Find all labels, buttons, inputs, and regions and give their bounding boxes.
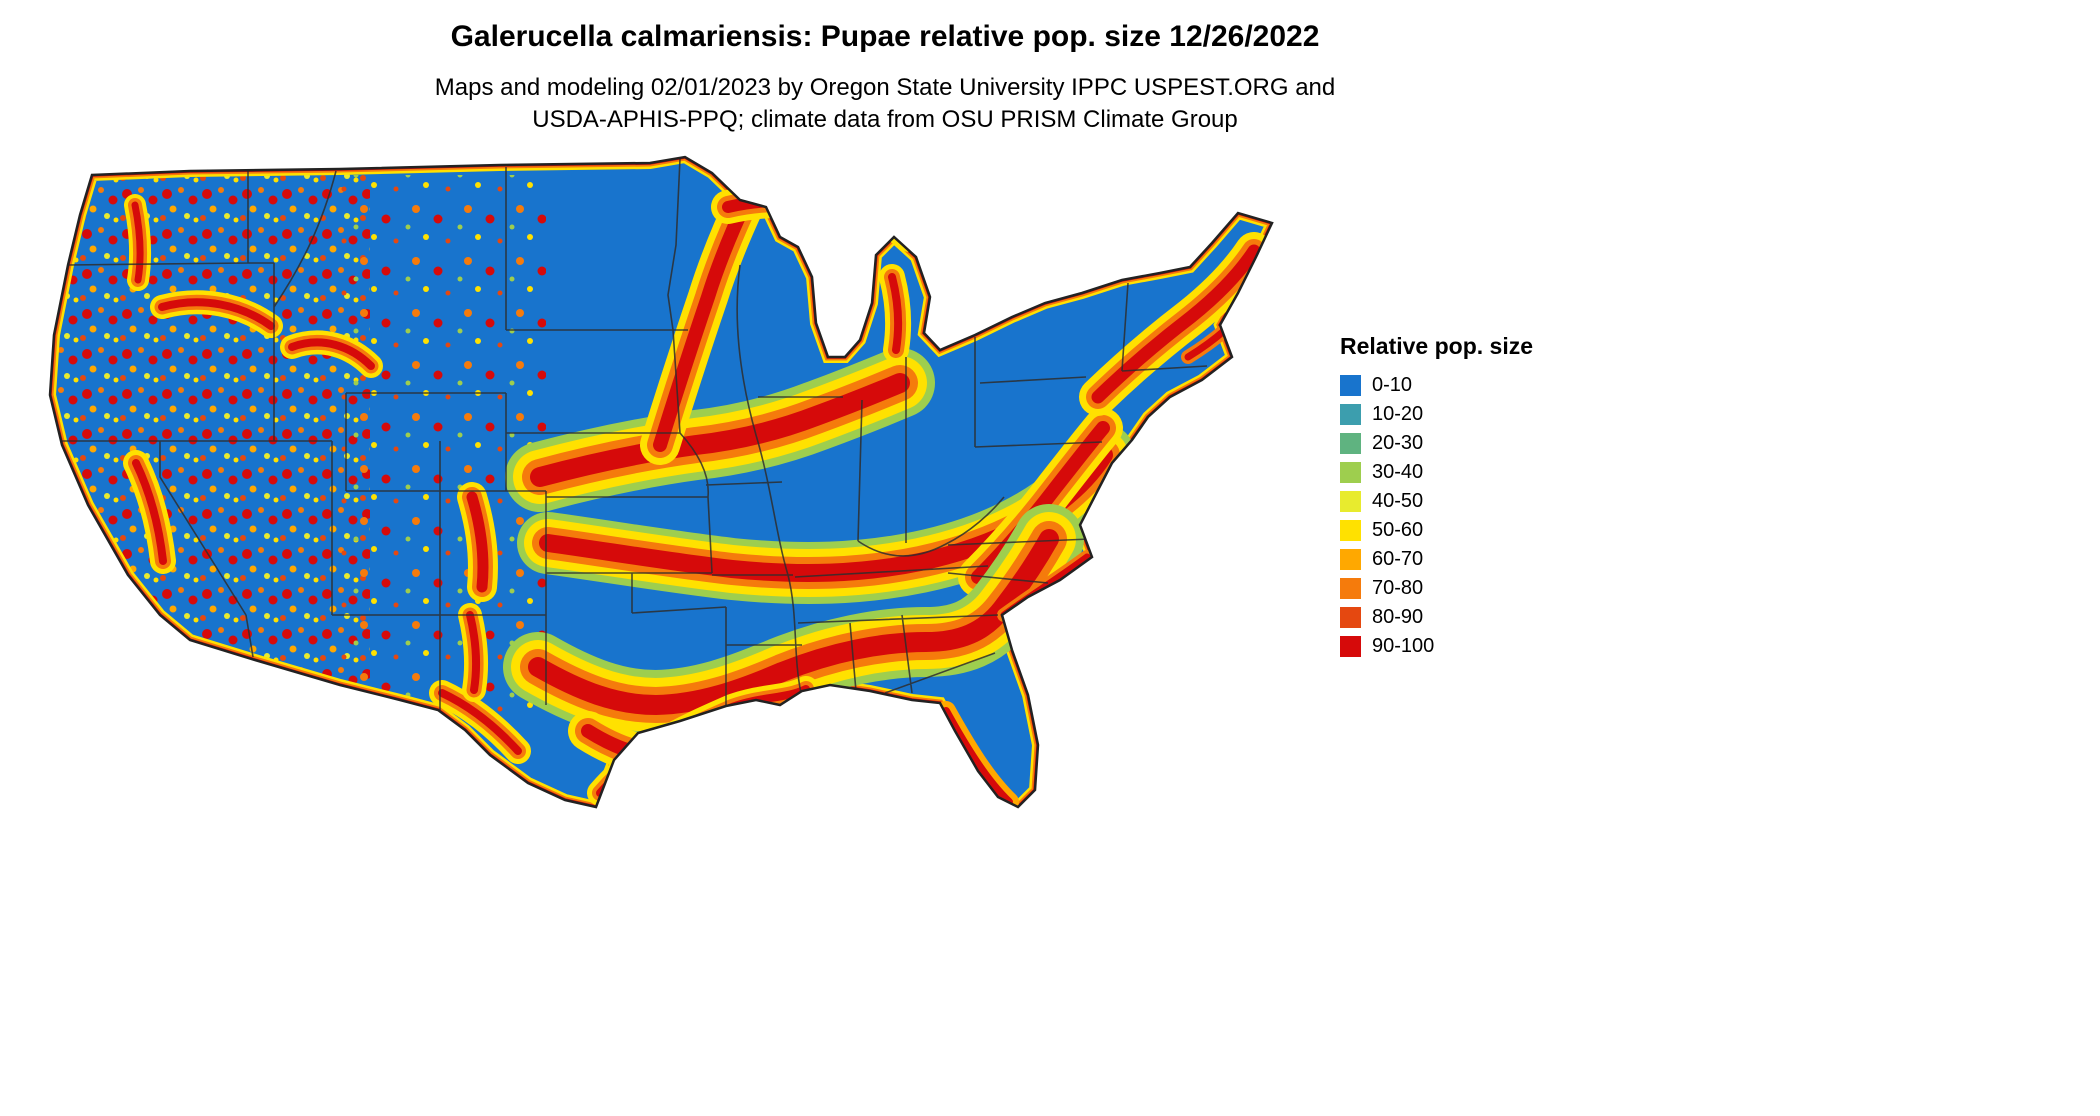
legend-label: 40-50 — [1372, 490, 1424, 512]
legend-item: 60-70 — [1340, 548, 1580, 571]
legend-swatch — [1340, 607, 1361, 628]
map-legend: Relative pop. size 0-10 10-20 20-30 30-4… — [1340, 333, 1580, 664]
legend-item: 50-60 — [1340, 519, 1580, 542]
legend-label: 70-80 — [1372, 577, 1424, 599]
legend-label: 80-90 — [1372, 606, 1424, 628]
legend-swatch — [1340, 520, 1361, 541]
map-credit-text: Maps and modeling 02/01/2023 by Oregon S… — [435, 72, 1335, 136]
us-map-container — [40, 145, 1305, 812]
legend-item: 0-10 — [1340, 374, 1580, 397]
state-boundaries — [54, 158, 1208, 710]
legend-item: 30-40 — [1340, 461, 1580, 484]
us-map — [48, 155, 1274, 809]
legend-label: 10-20 — [1372, 403, 1424, 425]
legend-item: 40-50 — [1340, 490, 1580, 513]
credit-line-1: Maps and modeling 02/01/2023 by Oregon S… — [434, 74, 1336, 101]
legend-swatch — [1340, 491, 1361, 512]
legend-title: Relative pop. size — [1340, 333, 1534, 359]
legend-item: 90-100 — [1340, 635, 1580, 658]
legend-label: 20-30 — [1372, 432, 1424, 454]
legend-item: 20-30 — [1340, 432, 1580, 455]
legend-label: 90-100 — [1372, 635, 1435, 657]
legend-swatch — [1340, 404, 1361, 425]
legend-swatch — [1340, 549, 1361, 570]
legend-label: 0-10 — [1372, 374, 1413, 396]
legend-item: 80-90 — [1340, 606, 1580, 629]
page-title: Galerucella calmariensis: Pupae relative… — [450, 20, 1320, 53]
legend-swatch — [1340, 375, 1361, 396]
legend-swatch — [1340, 462, 1361, 483]
legend-swatch — [1340, 578, 1361, 599]
legend-item: 70-80 — [1340, 577, 1580, 600]
legend-item: 10-20 — [1340, 403, 1580, 426]
legend-label: 30-40 — [1372, 461, 1424, 483]
legend-swatch — [1340, 433, 1361, 454]
legend-label: 60-70 — [1372, 548, 1424, 570]
legend-label: 50-60 — [1372, 519, 1424, 541]
credit-line-2: USDA-APHIS-PPQ; climate data from OSU PR… — [532, 106, 1238, 133]
legend-swatch — [1340, 636, 1361, 657]
